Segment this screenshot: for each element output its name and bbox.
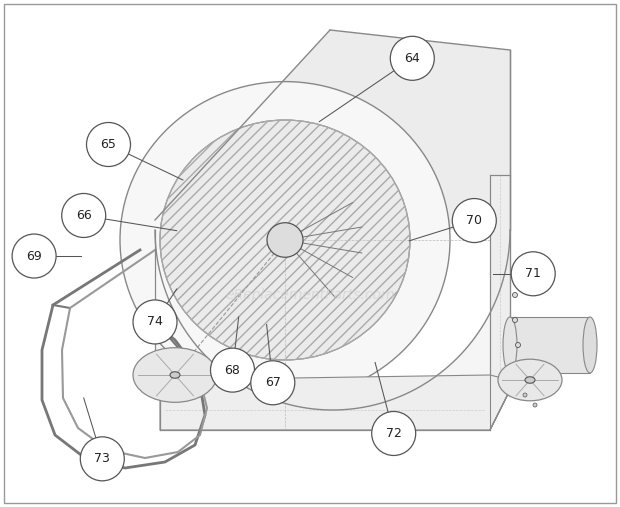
- Ellipse shape: [523, 393, 527, 397]
- Ellipse shape: [12, 234, 56, 278]
- Bar: [510, 317, 590, 373]
- Ellipse shape: [533, 403, 537, 407]
- Polygon shape: [160, 375, 510, 430]
- Text: 64: 64: [404, 52, 420, 65]
- Polygon shape: [155, 230, 510, 430]
- Ellipse shape: [391, 37, 434, 80]
- Ellipse shape: [133, 348, 217, 402]
- Polygon shape: [490, 175, 510, 390]
- Text: 70: 70: [466, 214, 482, 227]
- Ellipse shape: [160, 120, 410, 360]
- Ellipse shape: [62, 194, 105, 237]
- Text: 69: 69: [26, 249, 42, 263]
- Ellipse shape: [87, 123, 130, 166]
- Ellipse shape: [525, 377, 535, 383]
- Ellipse shape: [267, 223, 303, 257]
- Text: 73: 73: [94, 452, 110, 465]
- Text: 74: 74: [147, 315, 163, 329]
- Text: 67: 67: [265, 376, 281, 389]
- Ellipse shape: [120, 82, 450, 399]
- Ellipse shape: [515, 343, 521, 347]
- Ellipse shape: [453, 199, 496, 242]
- Ellipse shape: [513, 293, 518, 298]
- Ellipse shape: [251, 361, 294, 405]
- Text: 66: 66: [76, 209, 92, 222]
- Ellipse shape: [211, 348, 254, 392]
- Ellipse shape: [503, 317, 517, 373]
- Text: eReplacementParts.com: eReplacementParts.com: [225, 288, 395, 302]
- Text: 72: 72: [386, 427, 402, 440]
- Text: 71: 71: [525, 267, 541, 280]
- Polygon shape: [155, 30, 510, 230]
- Ellipse shape: [512, 252, 555, 296]
- Ellipse shape: [133, 300, 177, 344]
- Ellipse shape: [170, 372, 180, 378]
- Ellipse shape: [583, 317, 597, 373]
- Text: 65: 65: [100, 138, 117, 151]
- Ellipse shape: [81, 437, 124, 481]
- Ellipse shape: [372, 412, 415, 455]
- Ellipse shape: [498, 359, 562, 401]
- Text: 68: 68: [224, 364, 241, 377]
- Ellipse shape: [513, 317, 518, 322]
